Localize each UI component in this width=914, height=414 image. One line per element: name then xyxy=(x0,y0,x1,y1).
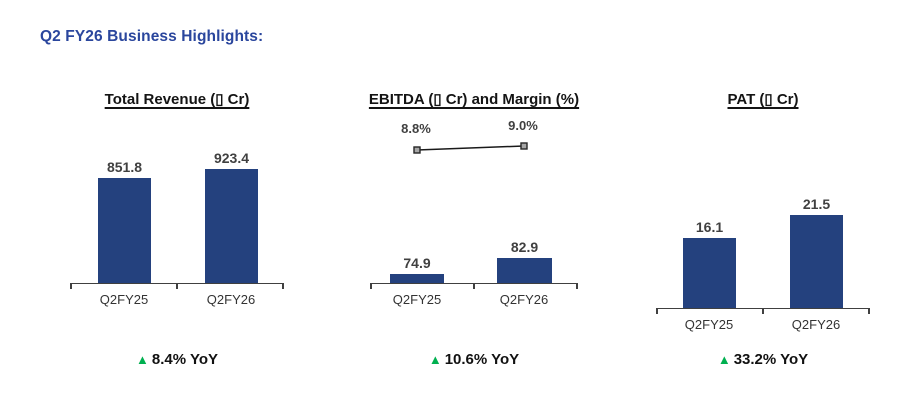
axis-tick xyxy=(370,284,372,289)
bar-q2fy25: 851.8 xyxy=(98,159,151,283)
chart-title-total-revenue: Total Revenue (▯ Cr) xyxy=(104,91,250,108)
plot-area: 74.9 82.9 xyxy=(370,140,578,283)
x-axis xyxy=(70,283,284,289)
axis-tick xyxy=(762,309,764,314)
category-labels: Q2FY25 Q2FY26 xyxy=(656,317,870,333)
yoy-indicator: ▲ 33.2% YoY xyxy=(656,351,870,368)
chart-title-ebitda: EBITDA (▯ Cr) and Margin (%) xyxy=(368,91,580,108)
category-label: Q2FY26 xyxy=(206,292,256,307)
up-triangle-icon: ▲ xyxy=(717,352,731,367)
plot-area: 16.1 21.5 xyxy=(656,165,870,308)
yoy-label: 10.6% YoY xyxy=(444,351,520,368)
bar-value-label: 74.9 xyxy=(403,254,431,271)
bar-value-label: 82.9 xyxy=(510,239,539,256)
category-labels: Q2FY25 Q2FY26 xyxy=(70,292,284,308)
axis-tick xyxy=(70,284,72,289)
category-label: Q2FY26 xyxy=(791,317,841,332)
axis-tick xyxy=(282,284,284,289)
x-axis xyxy=(370,283,578,289)
margin-data-label: 8.8% xyxy=(401,121,431,136)
yoy-indicator: ▲ 8.4% YoY xyxy=(70,351,284,368)
line-marker xyxy=(520,142,528,150)
category-label: Q2FY25 xyxy=(684,317,734,332)
bar-q2fy26: 21.5 xyxy=(790,196,843,308)
chart-title-pat: PAT (▯ Cr) xyxy=(727,91,799,108)
bar-value-label: 851.8 xyxy=(106,159,143,175)
bar-value-label: 16.1 xyxy=(695,219,724,236)
bar-q2fy25: 74.9 xyxy=(390,255,444,283)
bar-q2fy25: 16.1 xyxy=(683,219,736,308)
up-triangle-icon: ▲ xyxy=(428,352,442,367)
category-label: Q2FY25 xyxy=(392,292,442,307)
page-title: Q2 FY26 Business Highlights: xyxy=(40,28,264,45)
line-marker xyxy=(413,146,421,154)
axis-tick xyxy=(656,309,658,314)
bar-value-label: 21.5 xyxy=(802,195,831,212)
yoy-label: 8.4% YoY xyxy=(151,351,219,368)
axis-tick xyxy=(473,284,475,289)
bar-value-label: 923.4 xyxy=(213,150,250,167)
category-label: Q2FY26 xyxy=(499,292,549,307)
x-axis xyxy=(656,308,870,314)
bar-q2fy26: 923.4 xyxy=(205,150,258,283)
axis-tick xyxy=(176,284,178,289)
bar-q2fy26: 82.9 xyxy=(497,239,552,283)
axis-tick xyxy=(868,309,870,314)
margin-line-series xyxy=(413,142,528,154)
up-triangle-icon: ▲ xyxy=(135,352,149,367)
axis-tick xyxy=(576,284,578,289)
yoy-indicator: ▲ 10.6% YoY xyxy=(370,351,578,368)
plot-area: 851.8 923.4 xyxy=(70,140,284,283)
margin-data-label: 9.0% xyxy=(508,118,538,133)
category-label: Q2FY25 xyxy=(99,292,149,307)
category-labels: Q2FY25 Q2FY26 xyxy=(370,292,578,308)
yoy-label: 33.2% YoY xyxy=(733,351,809,368)
